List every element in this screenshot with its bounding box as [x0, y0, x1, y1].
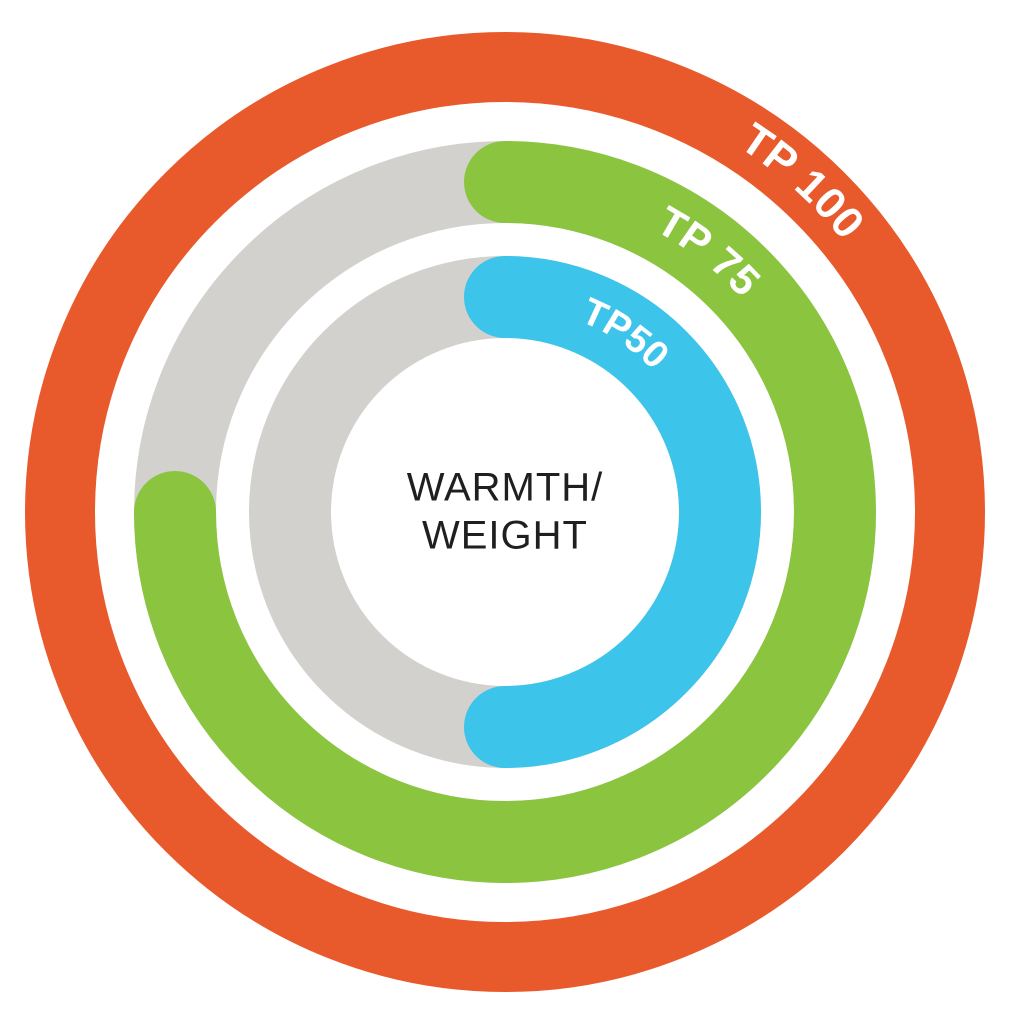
- radial-chart-svg: TP 100TP 75TP50 WARMTH/ WEIGHT: [0, 0, 1011, 1024]
- center-label-line2: WEIGHT: [422, 514, 588, 558]
- ring-inner-arc: [505, 297, 720, 727]
- center-label-line1: WARMTH/: [407, 466, 604, 510]
- radial-chart: TP 100TP 75TP50 WARMTH/ WEIGHT: [0, 0, 1011, 1024]
